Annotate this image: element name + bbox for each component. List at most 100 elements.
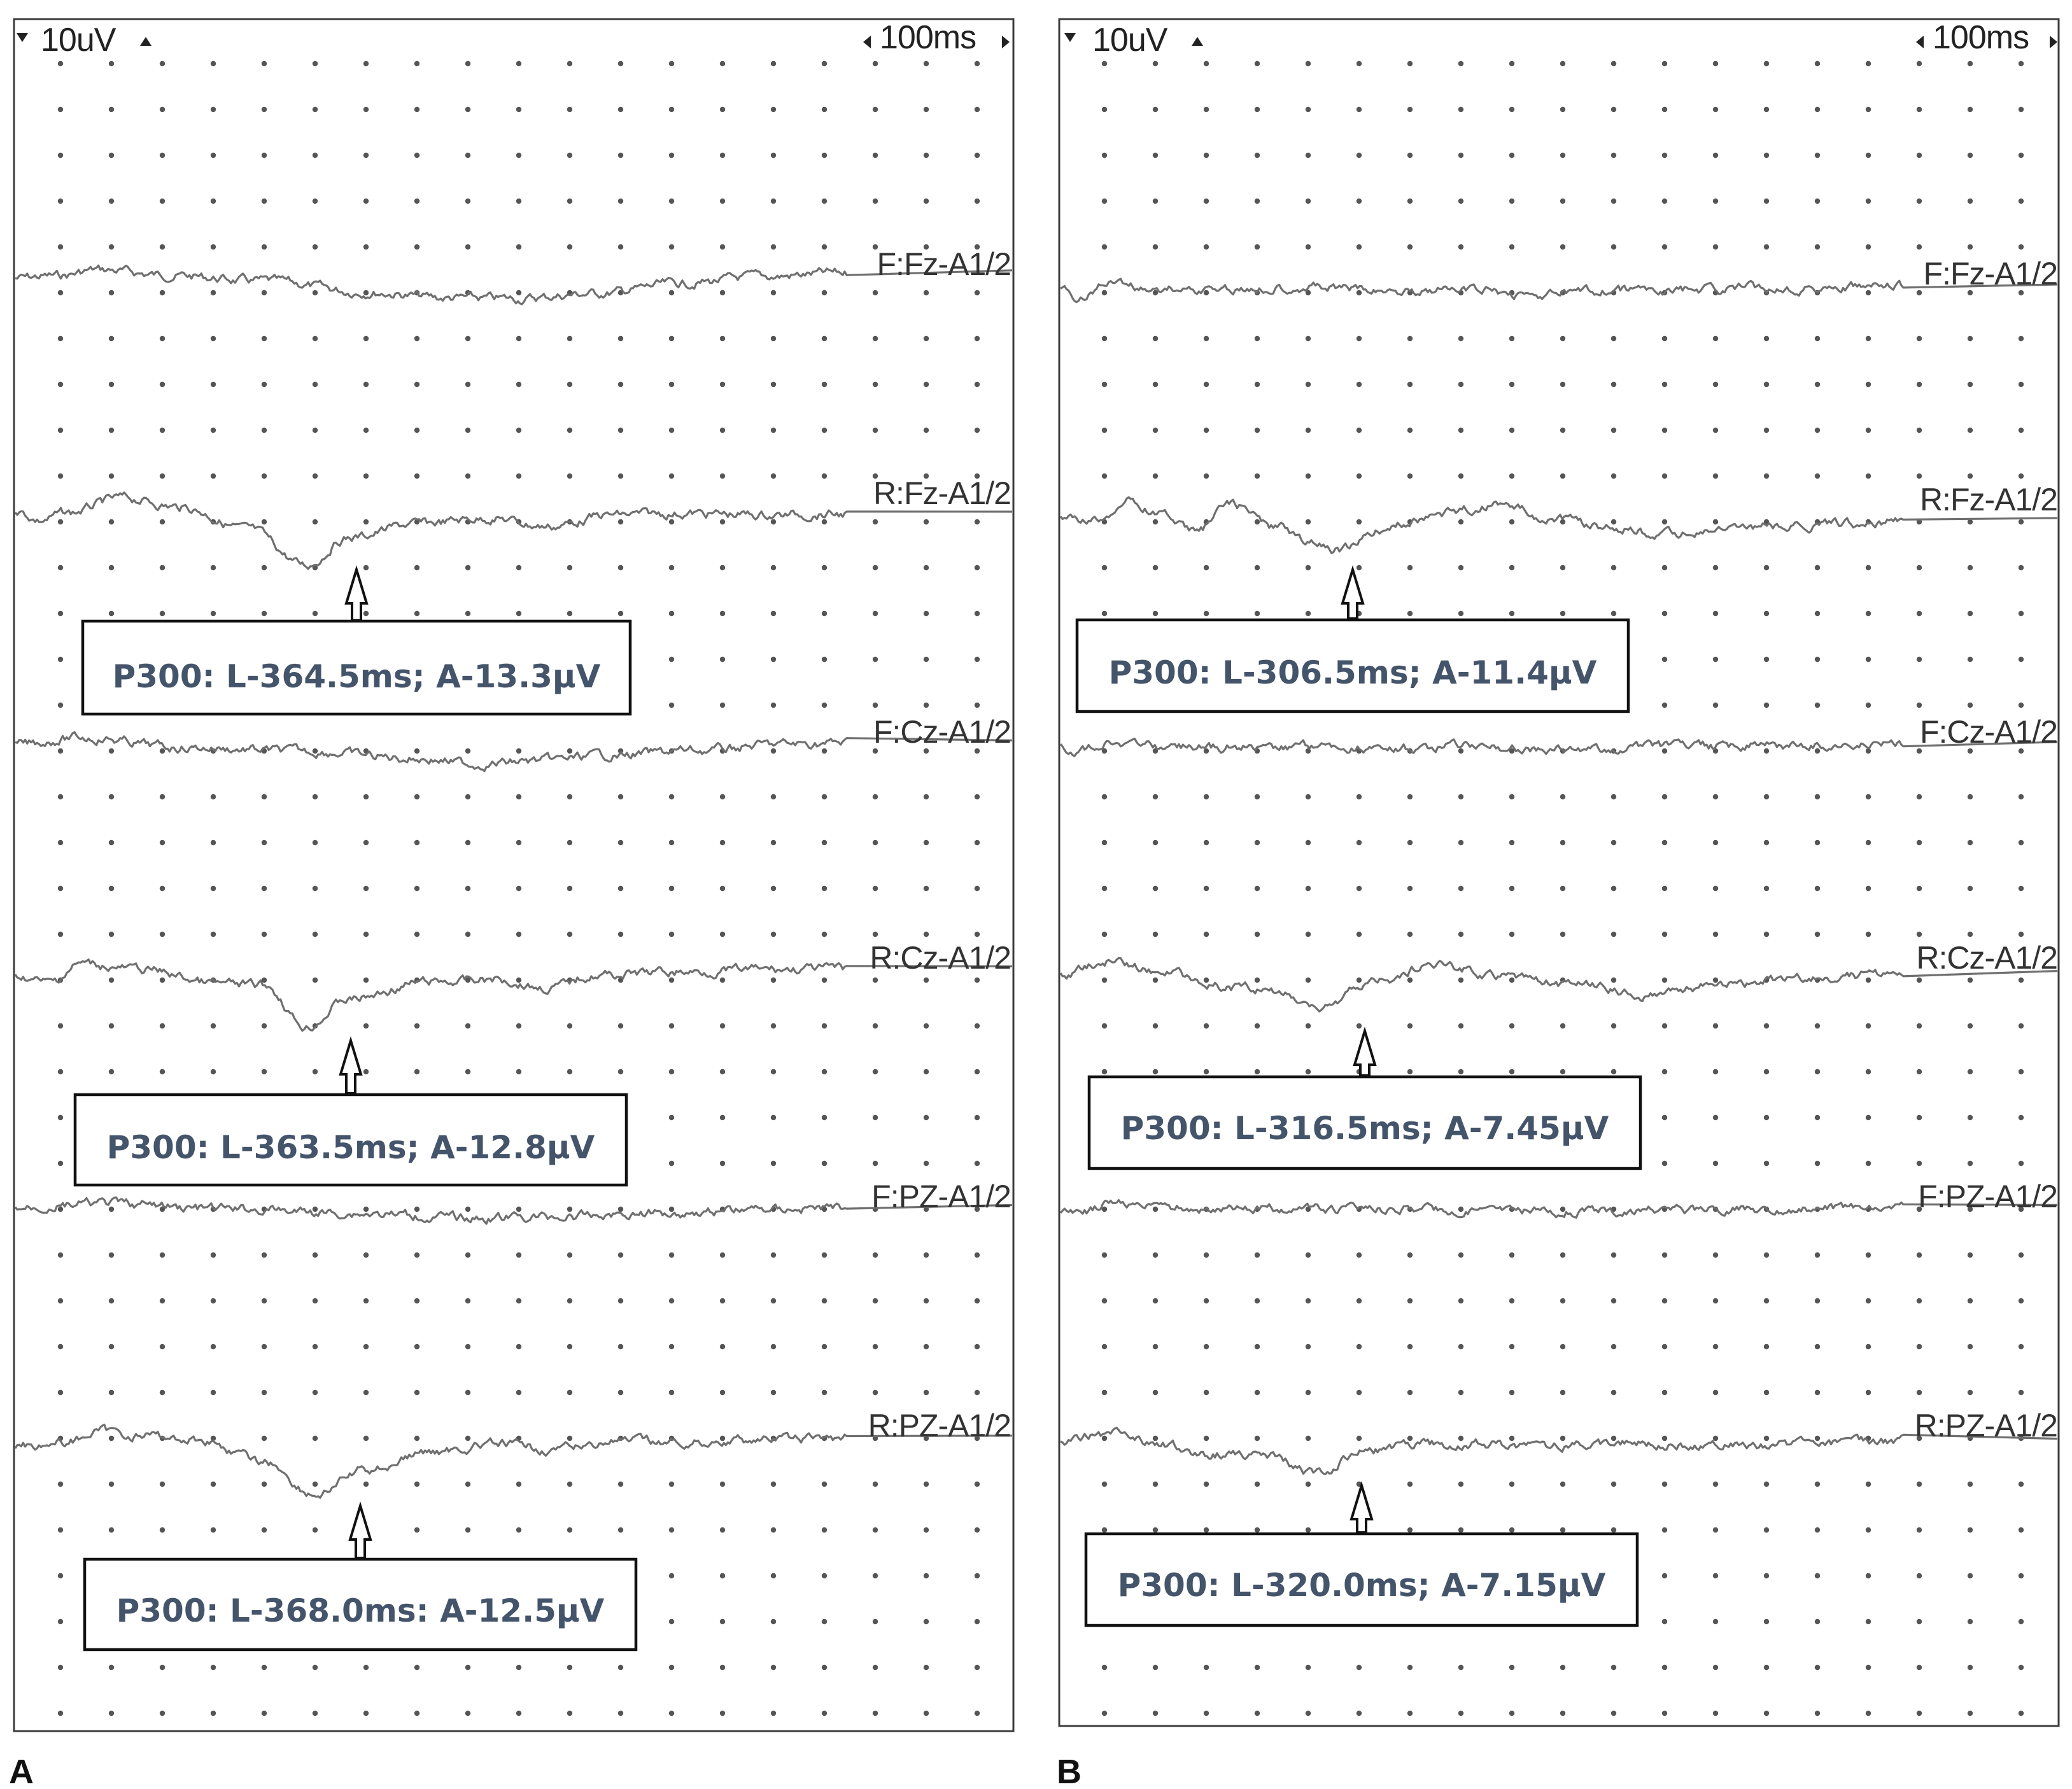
- grid-dot: [1305, 977, 1311, 983]
- panel-a: F:Fz-A1/2 R:Fz-A1/2 F:Cz-A1/2 R:Cz-A1/2 F:PZ…: [9, 18, 1015, 1789]
- grid-dot: [108, 152, 115, 158]
- grid-dot: [1967, 1481, 1973, 1487]
- grid-dot: [821, 794, 828, 800]
- grid-dot: [363, 794, 369, 800]
- grid-dot: [1458, 381, 1464, 388]
- grid-dot: [821, 1710, 828, 1716]
- grid-dot: [617, 839, 624, 846]
- grid-dot: [821, 473, 828, 479]
- grid-dot: [363, 152, 369, 158]
- grid-dot: [668, 106, 675, 113]
- grid-dot: [1101, 1389, 1108, 1396]
- annotation-text: P300: L-363.5ms; A-12.8µV: [107, 1129, 595, 1166]
- trace-r-cz-a1-2: [14, 958, 1013, 1032]
- grid-dot: [1967, 1023, 1973, 1029]
- grid-dot: [210, 839, 216, 846]
- grid-dot: [1916, 1527, 1922, 1533]
- grid-dot: [1916, 656, 1922, 663]
- grid-dot: [1509, 748, 1515, 754]
- grid-dot: [1661, 931, 1668, 937]
- grid-dot: [1814, 656, 1821, 663]
- grid-dot: [1356, 1344, 1362, 1350]
- grid-dot: [1763, 1618, 1770, 1625]
- grid-dot: [1865, 1252, 1871, 1258]
- grid-dot: [1305, 1527, 1311, 1533]
- grid-dot: [770, 1298, 777, 1304]
- grid-dot: [57, 1069, 64, 1075]
- grid-dot: [363, 610, 369, 617]
- grid-dot: [2018, 1023, 2024, 1029]
- grid-dot: [719, 977, 726, 983]
- grid-dot: [923, 1344, 929, 1350]
- grid-dot: [108, 610, 115, 617]
- grid-dot: [668, 1160, 675, 1167]
- grid-dot: [1152, 198, 1159, 204]
- grid-dot: [974, 1298, 980, 1304]
- grid-dot: [770, 1344, 777, 1350]
- grid-dot: [1254, 610, 1260, 617]
- grid-dot: [1560, 335, 1566, 342]
- grid-dot: [974, 1160, 980, 1167]
- grid-dot: [1916, 839, 1922, 846]
- grid-dot: [2018, 748, 2024, 754]
- grid-dot: [159, 244, 166, 250]
- grid-dot: [414, 198, 420, 204]
- grid-dot: [1865, 1710, 1871, 1716]
- grid-dot: [261, 565, 267, 571]
- grid-dot: [1865, 1573, 1871, 1579]
- trace-f-fz-a1-2: [15, 264, 1013, 305]
- grid-dot: [108, 1298, 115, 1304]
- grid-dot: [2018, 1664, 2024, 1671]
- grid-dot: [974, 244, 980, 250]
- grid-dot: [1152, 565, 1159, 571]
- grid-dot: [1203, 1298, 1209, 1304]
- grid-dot: [617, 610, 624, 617]
- grid-dot: [821, 1618, 828, 1625]
- grid-dot: [1916, 1160, 1922, 1167]
- grid-dot: [1661, 1160, 1668, 1167]
- grid-dot: [617, 1710, 624, 1716]
- grid-dot: [1203, 885, 1209, 892]
- grid-dot: [261, 290, 267, 296]
- grid-dot: [414, 565, 420, 571]
- grid-dot: [1254, 1389, 1260, 1396]
- grid-dot: [363, 565, 369, 571]
- grid-dot: [1152, 1481, 1159, 1487]
- trace-f-pz-a1-2: [14, 1196, 1013, 1225]
- grid-dot: [567, 427, 573, 433]
- grid-dot: [516, 427, 522, 433]
- grid-dot: [719, 1114, 726, 1121]
- grid-dot: [1458, 1389, 1464, 1396]
- grid-dot: [1305, 381, 1311, 388]
- grid-dot: [1916, 335, 1922, 342]
- grid-dot: [261, 244, 267, 250]
- grid-dot: [872, 748, 878, 754]
- grid-dot: [1203, 1252, 1209, 1258]
- grid-dot: [414, 1664, 420, 1671]
- grid-dot: [1407, 1023, 1413, 1029]
- grid-dot: [1560, 198, 1566, 204]
- grid-dot: [1763, 1160, 1770, 1167]
- grid-dot: [1254, 1298, 1260, 1304]
- grid-dot: [1967, 290, 1973, 296]
- grid-dot: [2018, 1710, 2024, 1716]
- grid-dot: [1356, 1664, 1362, 1671]
- grid-dot: [312, 977, 318, 983]
- grid-dot: [1916, 1023, 1922, 1029]
- grid-dot: [1967, 1069, 1973, 1075]
- grid-dot: [821, 335, 828, 342]
- grid-dot: [1967, 931, 1973, 937]
- grid-dot: [770, 244, 777, 250]
- grid-dot: [108, 1023, 115, 1029]
- grid-dot: [1356, 977, 1362, 983]
- grid-dot: [1814, 152, 1821, 158]
- grid-dot: [1661, 60, 1668, 67]
- grid-dot: [465, 244, 471, 250]
- grid-dot: [923, 702, 929, 708]
- grid-dot: [363, 335, 369, 342]
- grid-dot: [1712, 244, 1719, 250]
- grid-dot: [1763, 1435, 1770, 1442]
- grid-dot: [1152, 1023, 1159, 1029]
- grid-dot: [516, 198, 522, 204]
- grid-dot: [1254, 244, 1260, 250]
